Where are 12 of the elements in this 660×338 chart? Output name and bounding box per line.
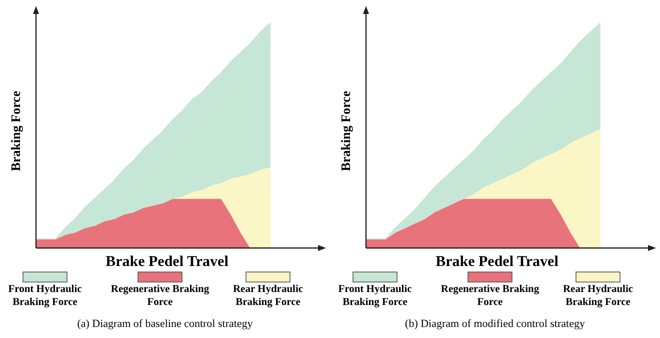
legend-label: Front Hydraulic Braking Force (8, 284, 82, 308)
legend-label: Regenerative Braking Force (110, 284, 210, 308)
y-axis-title: Braking Force (338, 90, 353, 172)
legend-label: Rear Hydraulic Braking Force (562, 284, 634, 308)
x-axis-title: Brake Pedel Travel (436, 254, 558, 270)
x-axis-title: Brake Pedel Travel (106, 254, 228, 270)
text: (b) Diagram of modified control strategy (405, 318, 586, 330)
legend-label: Regenerative Braking Force (440, 284, 540, 308)
text: (a) Diagram of baseline control strategy (77, 318, 254, 330)
legend-label: Rear Hydraulic Braking Force (232, 284, 304, 308)
legend-label: Front Hydraulic Braking Force (338, 284, 412, 308)
y-axis-title: Braking Force (8, 90, 23, 172)
